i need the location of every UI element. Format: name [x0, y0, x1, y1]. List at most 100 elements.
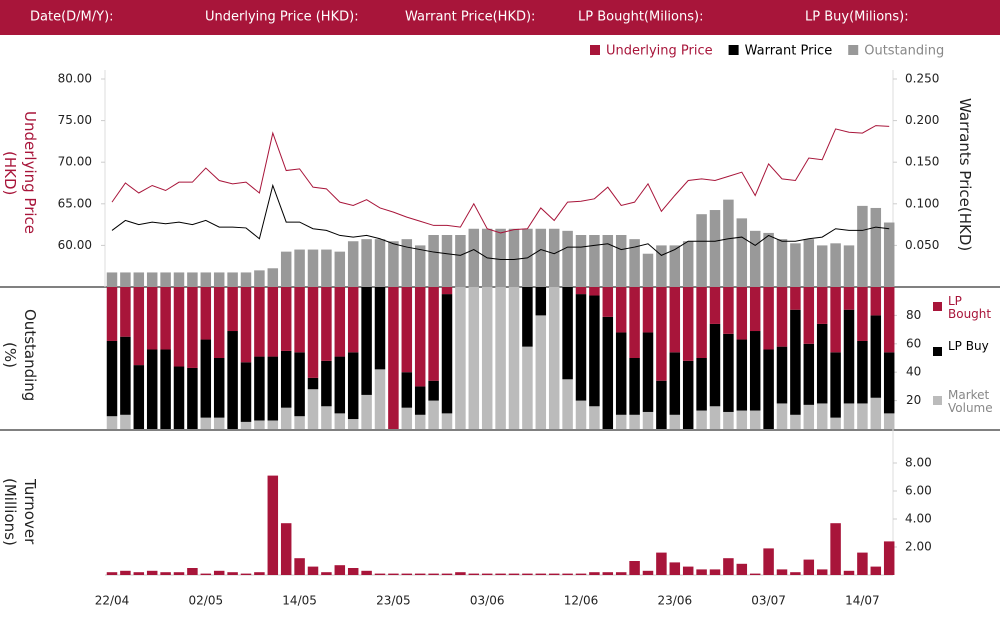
bar — [589, 572, 600, 575]
bar-segment — [883, 413, 895, 429]
bar-segment — [857, 287, 868, 341]
bar-segment — [669, 287, 681, 353]
bar-segment — [816, 323, 828, 404]
bar-segment — [803, 287, 815, 344]
bar — [120, 272, 131, 287]
bar — [857, 205, 868, 287]
y-axis-title: Outstanding (%) — [1, 308, 39, 402]
bar-segment — [441, 294, 453, 414]
bar-segment — [522, 287, 533, 347]
bar-segment — [736, 410, 748, 429]
bar — [535, 228, 547, 287]
bar-segment — [187, 287, 198, 368]
bar — [106, 572, 118, 575]
line — [111, 125, 890, 234]
header-label: LP Buy(Milions): — [805, 10, 909, 25]
bar-segment — [535, 315, 547, 429]
bar-segment — [629, 414, 640, 429]
bar — [776, 569, 788, 575]
bar-segment — [173, 287, 185, 367]
bar — [280, 523, 292, 575]
bar-segment — [803, 404, 815, 429]
bar-segment — [763, 349, 774, 429]
bar-segment — [200, 339, 212, 418]
bar — [106, 272, 118, 287]
bar-segment — [723, 333, 734, 412]
bar — [428, 573, 439, 575]
bar-segment — [589, 295, 600, 407]
y2-tick-label: 0.150 — [905, 155, 939, 169]
y-tick-label: 8.00 — [905, 456, 932, 470]
bar-segment — [535, 287, 547, 316]
bar-segment — [160, 349, 171, 429]
bar-segment — [562, 379, 573, 429]
bar-segment — [790, 309, 801, 415]
bar-segment — [883, 287, 895, 353]
bar — [388, 573, 399, 575]
bar — [642, 253, 654, 287]
bar — [883, 541, 895, 575]
bar — [883, 222, 895, 287]
bar-segment — [602, 287, 614, 317]
bar-segment — [602, 316, 614, 429]
bar-segment — [790, 414, 801, 429]
bar — [441, 573, 453, 575]
bar — [870, 207, 882, 287]
y-tick-label: 80 — [906, 308, 921, 322]
bar-segment — [227, 331, 238, 429]
y-axis-title: Turnover (Millions) — [1, 478, 39, 546]
header-bar — [0, 0, 1000, 35]
bar-segment — [414, 386, 426, 415]
bar — [749, 230, 761, 287]
bar-segment — [294, 352, 305, 417]
y-tick-label: 60.00 — [58, 238, 92, 252]
bar-segment — [267, 420, 279, 429]
bar — [321, 572, 332, 575]
bar-segment — [669, 352, 681, 415]
header-label: Underlying Price (HKD): — [205, 10, 359, 25]
header-label: Warrant Price(HKD): — [405, 10, 535, 25]
bar-segment — [857, 340, 868, 404]
bar-segment — [120, 414, 131, 429]
bar-segment — [830, 352, 841, 418]
bar — [790, 243, 801, 287]
bar-segment — [642, 411, 654, 429]
bar-segment — [522, 346, 533, 429]
bar — [669, 245, 681, 287]
x-tick-label: 14/07 — [845, 594, 880, 608]
bar-segment — [361, 287, 372, 395]
bar — [173, 272, 185, 287]
bar-segment — [615, 287, 627, 333]
bar — [615, 572, 627, 575]
bar — [414, 573, 426, 575]
bar-segment — [870, 397, 882, 429]
bar — [267, 475, 279, 575]
bar-segment — [736, 287, 748, 340]
bar — [763, 548, 774, 575]
x-tick-label: 02/05 — [189, 594, 224, 608]
bar-segment — [388, 287, 399, 429]
bar-segment — [749, 331, 761, 411]
bar-segment — [307, 287, 319, 378]
y2-tick-label: 0.100 — [905, 196, 939, 210]
bar — [830, 243, 841, 287]
y-tick-label: 20 — [906, 393, 921, 407]
bar-segment — [428, 287, 439, 381]
legend-swatch — [590, 45, 600, 55]
bar — [803, 239, 815, 287]
bar — [414, 245, 426, 287]
bar — [160, 272, 171, 287]
bar-segment — [347, 352, 359, 420]
bar — [857, 552, 868, 575]
bar-segment — [575, 287, 587, 295]
y-tick-label: 4.00 — [905, 512, 932, 526]
bar-segment — [254, 420, 265, 429]
bar-segment — [374, 369, 386, 429]
bar — [481, 573, 493, 575]
bar-segment — [615, 414, 627, 429]
bar-segment — [736, 339, 748, 411]
bar — [240, 272, 252, 287]
x-tick-label: 23/05 — [376, 594, 411, 608]
bar-segment — [120, 287, 131, 337]
